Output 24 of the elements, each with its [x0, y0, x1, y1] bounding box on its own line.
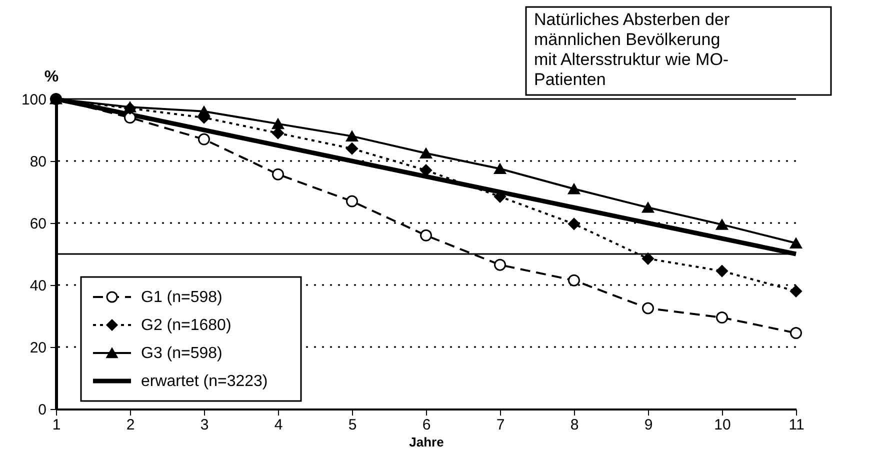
x-axis-title: Jahre — [409, 434, 444, 450]
text: Natürliches Absterben der männlichen Bevölkerung mit Altersstruktur wie MO- Patienten — [534, 10, 730, 89]
y-tick-label: 80 — [30, 154, 46, 170]
x-tick-label: 2 — [126, 416, 135, 434]
x-tick-label: 1 — [52, 416, 61, 434]
y-tick-label: 100 — [21, 92, 46, 108]
x-tick-label: 8 — [570, 416, 579, 434]
x-tick-label: 5 — [348, 416, 357, 434]
legend-label: G2 (n=1680) — [141, 317, 232, 334]
x-tick-label: 3 — [200, 416, 209, 434]
legend-label: G3 (n=598) — [141, 345, 222, 362]
y-tick-label: 40 — [30, 278, 46, 294]
y-axis-title: % — [44, 68, 59, 86]
y-tick-label: 20 — [30, 340, 46, 356]
x-tick-label: 4 — [274, 416, 283, 434]
x-tick-label: 9 — [644, 416, 653, 434]
x-tick-label: 10 — [714, 416, 731, 434]
x-tick-label: 6 — [422, 416, 431, 434]
legend-label: erwartet (n=3223) — [141, 373, 268, 390]
x-tick-label: 7 — [496, 416, 505, 434]
y-tick-label: 60 — [30, 216, 46, 232]
x-tick-label: 11 — [788, 416, 804, 434]
y-tick-label: 0 — [38, 402, 46, 418]
legend-label: G1 (n=598) — [141, 289, 222, 306]
